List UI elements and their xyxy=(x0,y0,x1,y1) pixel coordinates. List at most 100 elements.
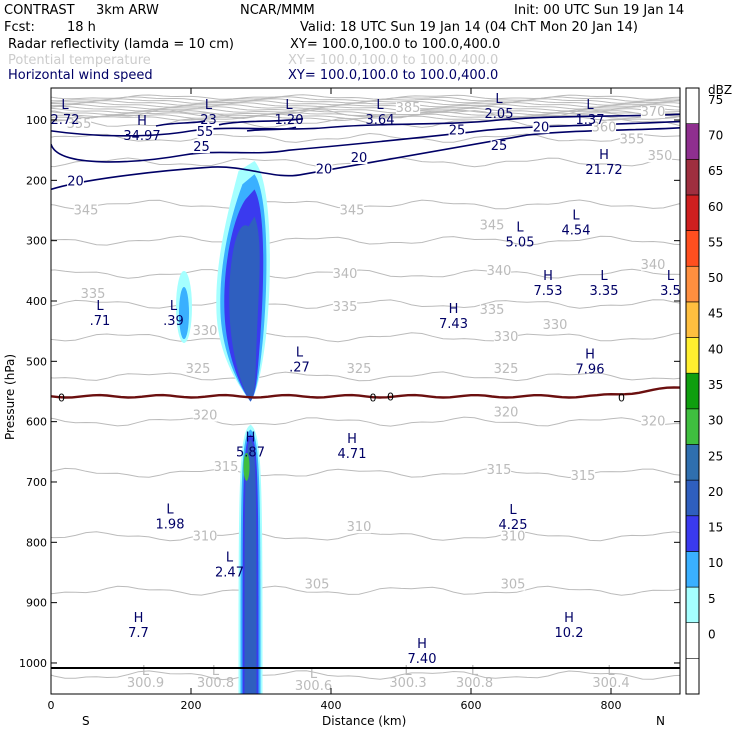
low-marker: L xyxy=(572,209,580,224)
theta-label-315-bg xyxy=(486,463,512,476)
x-tick-label: 800 xyxy=(601,699,622,712)
theta-label-335: 335 xyxy=(480,303,505,318)
theta-contour-310 xyxy=(51,531,680,542)
tower-upper-layer-3 xyxy=(229,216,260,402)
colorbar-label: 10 xyxy=(708,556,723,570)
tower-core-30dbz xyxy=(243,452,250,481)
high-marker: H xyxy=(347,432,357,447)
init-time: Init: 00 UTC Sun 19 Jan 14 xyxy=(514,3,684,18)
field-name-theta: Potential temperature xyxy=(8,53,151,68)
colorbar-label: 15 xyxy=(708,521,723,535)
theta-label-325: 325 xyxy=(494,362,519,377)
x-axis-title: Distance (km) xyxy=(322,714,406,728)
theta-contour-320 xyxy=(51,416,680,427)
wind-label-20-bg xyxy=(532,121,550,134)
theta-label-350: 350 xyxy=(648,149,673,164)
high-marker: H xyxy=(246,431,256,446)
colorbar-swatch xyxy=(685,123,700,160)
forecast-label: Fcst: xyxy=(4,20,35,35)
extremum-value: 1.98 xyxy=(156,517,185,532)
wind-label-25: 25 xyxy=(491,139,508,154)
colorbar-label: 50 xyxy=(708,271,723,285)
high-low-markers: L2.72L23L1.20L3.64L2.05L1.37H34.97H21.72… xyxy=(51,92,680,682)
theta-contour-335 xyxy=(51,298,680,309)
freezing-label: 0 xyxy=(618,392,625,405)
x-tick-label: 200 xyxy=(181,699,202,712)
high-marker: H xyxy=(585,347,595,362)
y-tick-label: 900 xyxy=(26,597,47,610)
freezing-label: 0 xyxy=(387,390,394,403)
theta-label-325-bg xyxy=(185,363,211,376)
colorbar: dBZ 0 5 10 15 20 25 30 35 40 45 50 55 60 65 70 75 xyxy=(685,83,732,695)
theta-label-340-bg xyxy=(486,264,512,277)
freezing-level xyxy=(51,386,680,399)
theta-min-label: 300.4 xyxy=(592,676,629,691)
wind-label-55-bg xyxy=(196,126,214,139)
low-marker: L xyxy=(509,503,517,518)
freezing-label: 0 xyxy=(58,392,65,405)
theta-min-label: 300.3 xyxy=(389,676,426,691)
upper-theta-band xyxy=(51,94,680,122)
theta-label-305: 305 xyxy=(501,578,526,593)
wind-label-25-bg xyxy=(490,139,508,152)
theta-label-325: 325 xyxy=(347,362,372,377)
wind-label-25: 25 xyxy=(449,123,466,138)
theta-label-310-bg xyxy=(192,530,218,543)
high-marker: H xyxy=(449,302,459,317)
colorbar-label: 30 xyxy=(708,414,723,428)
wind-contour-4 xyxy=(246,126,297,132)
upper-theta-contour xyxy=(51,107,680,114)
y-tick-label: 800 xyxy=(26,536,47,549)
low-marker: L xyxy=(205,98,213,113)
low-marker: L xyxy=(212,664,220,679)
theta-label-330-bg xyxy=(493,331,519,344)
colorbar-unit: dBZ xyxy=(708,83,732,97)
theta-label-325-bg xyxy=(346,363,372,376)
field-name-reflectivity: Radar reflectivity (lamda = 10 cm) xyxy=(8,37,234,52)
wind-contour-3 xyxy=(218,117,304,126)
colorbar-label: 35 xyxy=(708,378,723,392)
extremum-value: .71 xyxy=(90,314,111,329)
theta-label-335-bg xyxy=(479,304,505,317)
small-cell-10dbz xyxy=(179,287,189,340)
theta-label-370-bg xyxy=(640,106,666,119)
x-tick-label: 600 xyxy=(461,699,482,712)
high-marker: H xyxy=(134,611,144,626)
extremum-value: 3.64 xyxy=(366,113,395,128)
model-name: CONTRAST xyxy=(4,3,75,18)
extremum-value: 1.37 xyxy=(576,113,605,128)
low-marker: L xyxy=(667,269,675,284)
y-tick-label: 500 xyxy=(26,355,47,368)
theta-label-330: 330 xyxy=(193,324,218,339)
theta-label-315-bg xyxy=(213,460,239,473)
theta-label-340: 340 xyxy=(333,267,358,282)
contour-labels: 305 305 310 310 310 315 315 315 320 320 320 325 325 3… xyxy=(58,101,672,694)
high-marker: H xyxy=(137,114,147,129)
theta-label-340: 340 xyxy=(641,258,666,273)
colorbar-swatch xyxy=(685,479,700,517)
theta-label-305-bg xyxy=(500,578,526,591)
theta-label-385: 385 xyxy=(396,101,421,116)
theta-label-330: 330 xyxy=(543,318,568,333)
y-tick-label: 600 xyxy=(26,416,47,429)
freezing-level-line xyxy=(51,386,680,399)
theta-label-385-bg xyxy=(395,101,421,114)
reflectivity-cells xyxy=(176,161,270,694)
theta-label-355-bg xyxy=(619,133,645,146)
theta-label-310: 310 xyxy=(193,529,218,544)
extremum-value: 5.05 xyxy=(506,236,535,251)
theta-label-370: 370 xyxy=(641,105,666,120)
wind-label-20-bg xyxy=(315,163,333,176)
theta-contour-385 xyxy=(51,108,680,120)
y-tick-label: 100 xyxy=(26,114,47,127)
data-source: NCAR/MMM xyxy=(240,3,315,18)
theta-label-345-bg xyxy=(479,219,505,232)
theta-label-355: 355 xyxy=(620,132,645,147)
theta-label-335-bg xyxy=(80,287,106,300)
wind-label-20: 20 xyxy=(533,120,550,135)
low-marker: L xyxy=(376,98,384,113)
tower-lower-layer-3 xyxy=(244,439,257,694)
extremum-value: 7.53 xyxy=(534,284,563,299)
